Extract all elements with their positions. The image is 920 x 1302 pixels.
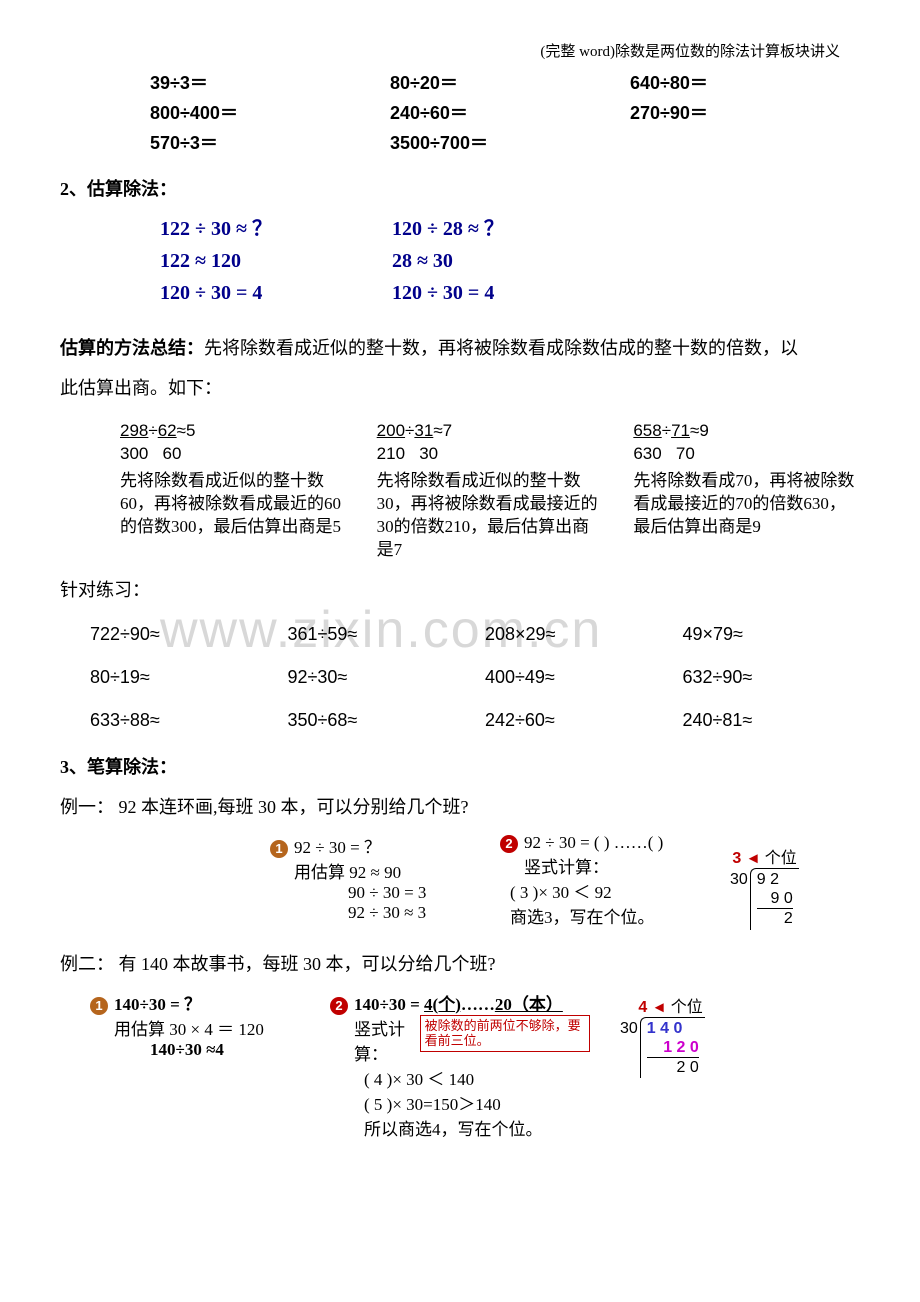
ex2-mid-line: 竖式计算： <box>354 1015 416 1065</box>
ex-expr: 200÷31≈7 <box>377 420 604 443</box>
eq: 80÷20＝ <box>390 69 630 95</box>
example-1-question: 例一： 92 本连环画,每班 30 本，可以分别给几个班? <box>60 793 860 819</box>
circle-2-icon: 2 <box>330 997 348 1015</box>
ex2-mid-line: ( 5 )× 30=150＞140 <box>364 1090 590 1115</box>
ex1-line: 92 ÷ 30 = ？ <box>294 838 381 857</box>
estimation-examples: 122 ÷ 30 ≈ ？ 122 ≈ 120 120 ÷ 30 = 4 120 … <box>160 213 860 309</box>
ex2-line: 用估算 30 × 4 ＝ 120 <box>114 1015 300 1040</box>
practice-item: 632÷90≈ <box>683 667 861 688</box>
ex-under: 630 70 <box>633 443 860 466</box>
ex1-right-line: 竖式计算： <box>524 853 700 878</box>
page-header: (完整 word)除数是两位数的除法计算板块讲义 <box>60 40 860 61</box>
section-3-title: 3、笔算除法： <box>60 753 860 779</box>
est-line: 120 ÷ 30 = 4 <box>392 277 504 309</box>
eq: 39÷3＝ <box>150 69 390 95</box>
eq: 3500÷700＝ <box>390 129 630 155</box>
eq: 240÷60＝ <box>390 99 630 125</box>
ex2-mid-line: ( 4 )× 30 ＜ 140 <box>364 1065 590 1090</box>
eq: 270÷90＝ <box>630 99 870 125</box>
eq <box>630 129 870 155</box>
practice-grid: 722÷90≈ 361÷59≈ 208×29≈ 49×79≈ 80÷19≈ 92÷30≈… <box>60 624 860 731</box>
summary-rest: 先将除数看成近似的整十数，再将被除数看成除数估成的整十数的倍数，以 <box>204 338 798 358</box>
ex2-mid-line: 140÷30 = 4(个)……20（本） <box>354 995 563 1014</box>
eq: 570÷3＝ <box>150 129 390 155</box>
practice-item: 80÷19≈ <box>90 667 268 688</box>
ex2-line: 140÷30 = ？ <box>114 995 201 1014</box>
three-examples: 298÷62≈5 300 60 先将除数看成近似的整十数60，再将被除数看成最近… <box>120 420 860 562</box>
ex1-right-line: ( 3 )× 30 ＜ 92 <box>510 878 700 903</box>
long-division-2: 4 ◄ 个位 30 1 4 0 1 2 0 2 0 <box>620 998 705 1079</box>
practice-item: 350÷68≈ <box>288 710 466 731</box>
ex2-mid-line: 所以商选4，写在个位。 <box>364 1115 590 1140</box>
practice-item: 49×79≈ <box>683 624 861 645</box>
ex-text: 先将除数看成70，再将被除数看成最接近的70的倍数630，最后估算出商是9 <box>633 470 860 539</box>
circle-2-icon: 2 <box>500 835 518 853</box>
circle-1-icon: 1 <box>270 840 288 858</box>
summary-rest2: 此估算出商。如下： <box>60 378 222 398</box>
arrow-label: 个位 <box>765 850 797 867</box>
practice-title: 针对练习： <box>60 576 860 602</box>
example-2-work: 1 140÷30 = ？ 用估算 30 × 4 ＝ 120 140÷30 ≈4 2… <box>60 990 860 1140</box>
ex1-right-line: 92 ÷ 30 = ( ) ……( ) <box>524 833 663 852</box>
practice-item: 242÷60≈ <box>485 710 663 731</box>
ex1-line: 92 ÷ 30 ≈ 3 <box>348 903 470 923</box>
ex-expr: 658÷71≈9 <box>633 420 860 443</box>
est-line: 28 ≈ 30 <box>392 245 504 277</box>
est-line: 122 ÷ 30 ≈ ？ <box>160 213 272 245</box>
eq: 640÷80＝ <box>630 69 870 95</box>
circle-1-icon: 1 <box>90 997 108 1015</box>
summary-text: 估算的方法总结：先将除数看成近似的整十数，再将被除数看成除数估成的整十数的倍数，… <box>60 329 860 408</box>
example-1-work: 1 92 ÷ 30 = ？ 用估算 92 ≈ 90 90 ÷ 30 = 3 92 … <box>60 833 860 930</box>
ex1-right-line: 商选3，写在个位。 <box>510 903 700 928</box>
practice-item: 92÷30≈ <box>288 667 466 688</box>
ex-text: 先将除数看成近似的整十数30，再将被除数看成最接近的30的倍数210，最后估算出… <box>377 470 604 562</box>
box-note: 被除数的前两位不够除，要看前三位。 <box>420 1015 590 1052</box>
section-2-title: 2、估算除法： <box>60 175 860 201</box>
ex2-line: 140÷30 ≈4 <box>150 1040 300 1060</box>
practice-item: 400÷49≈ <box>485 667 663 688</box>
practice-item: 722÷90≈ <box>90 624 268 645</box>
est-line: 120 ÷ 28 ≈ ？ <box>392 213 504 245</box>
ex-text: 先将除数看成近似的整十数60，再将被除数看成最近的60的倍数300，最后估算出商… <box>120 470 347 539</box>
ex-expr: 298÷62≈5 <box>120 420 347 443</box>
summary-bold: 估算的方法总结： <box>60 338 204 358</box>
long-division-1: 3 ◄ 个位 30 9 2 9 0 2 <box>730 849 799 930</box>
ex1-line: 90 ÷ 30 = 3 <box>348 883 470 903</box>
ex-under: 210 30 <box>377 443 604 466</box>
est-line: 122 ≈ 120 <box>160 245 272 277</box>
practice-item: 361÷59≈ <box>288 624 466 645</box>
eq: 800÷400＝ <box>150 99 390 125</box>
practice-item: 208×29≈ <box>485 624 663 645</box>
ex1-line: 用估算 92 ≈ 90 <box>294 858 470 883</box>
est-line: 120 ÷ 30 = 4 <box>160 277 272 309</box>
practice-item: 633÷88≈ <box>90 710 268 731</box>
equation-grid: 39÷3＝80÷20＝640÷80＝ 800÷400＝240÷60＝270÷90… <box>60 69 860 155</box>
practice-item: 240÷81≈ <box>683 710 861 731</box>
arrow-label: 个位 <box>671 999 703 1016</box>
example-2-question: 例二： 有 140 本故事书，每班 30 本，可以分给几个班? <box>60 950 860 976</box>
ex-under: 300 60 <box>120 443 347 466</box>
